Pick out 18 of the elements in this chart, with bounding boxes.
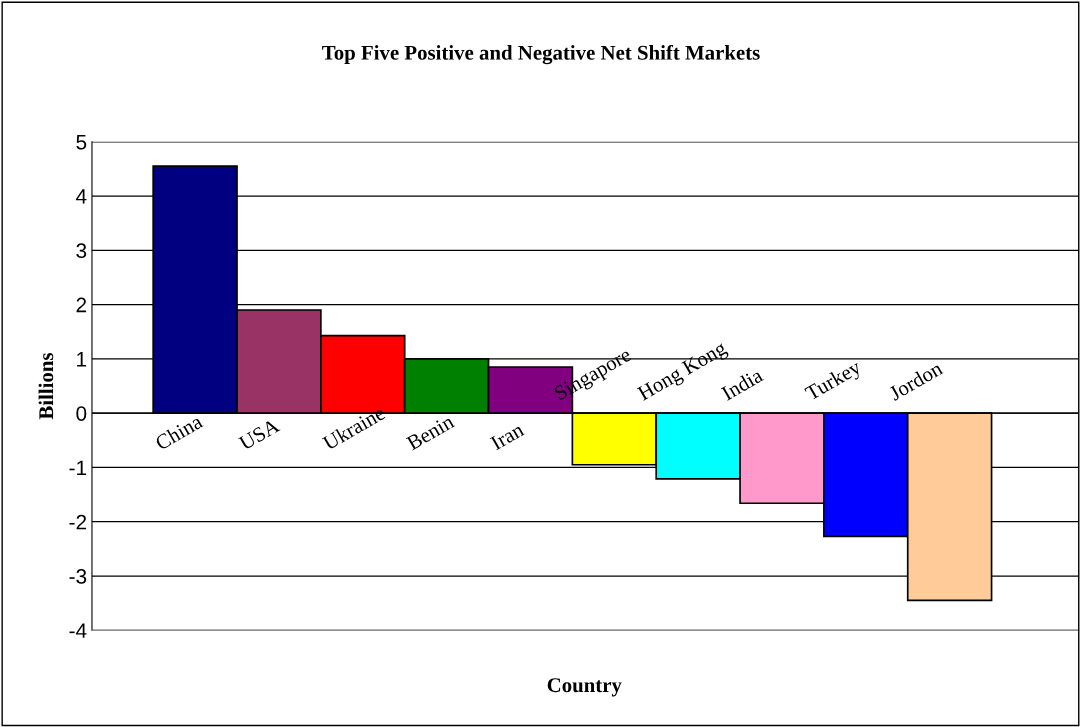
y-tick-label: 0: [76, 406, 87, 421]
chart-title: Top Five Positive and Negative Net Shift Markets: [322, 44, 760, 65]
x-tick-label: Iran: [489, 422, 525, 451]
y-tick-label: 3: [76, 243, 87, 259]
x-tick-label: Benin: [405, 414, 456, 451]
y-tick-label: -4: [69, 623, 87, 638]
y-tick-label: 5: [76, 134, 87, 150]
x-tick-label: Jordon: [887, 360, 944, 401]
y-tick-label: 4: [76, 189, 87, 204]
y-tick-label: -2: [69, 514, 87, 530]
x-tick-label: China: [154, 413, 204, 451]
y-tick-label: 2: [76, 297, 87, 313]
x-axis-title: Country: [547, 678, 622, 697]
y-axis-title: Billions: [38, 352, 54, 420]
y-tick-label: 1: [77, 352, 87, 367]
x-tick-label: USA: [237, 417, 281, 451]
y-tick-label: -3: [69, 569, 87, 584]
y-tick-label: -1: [69, 460, 87, 476]
